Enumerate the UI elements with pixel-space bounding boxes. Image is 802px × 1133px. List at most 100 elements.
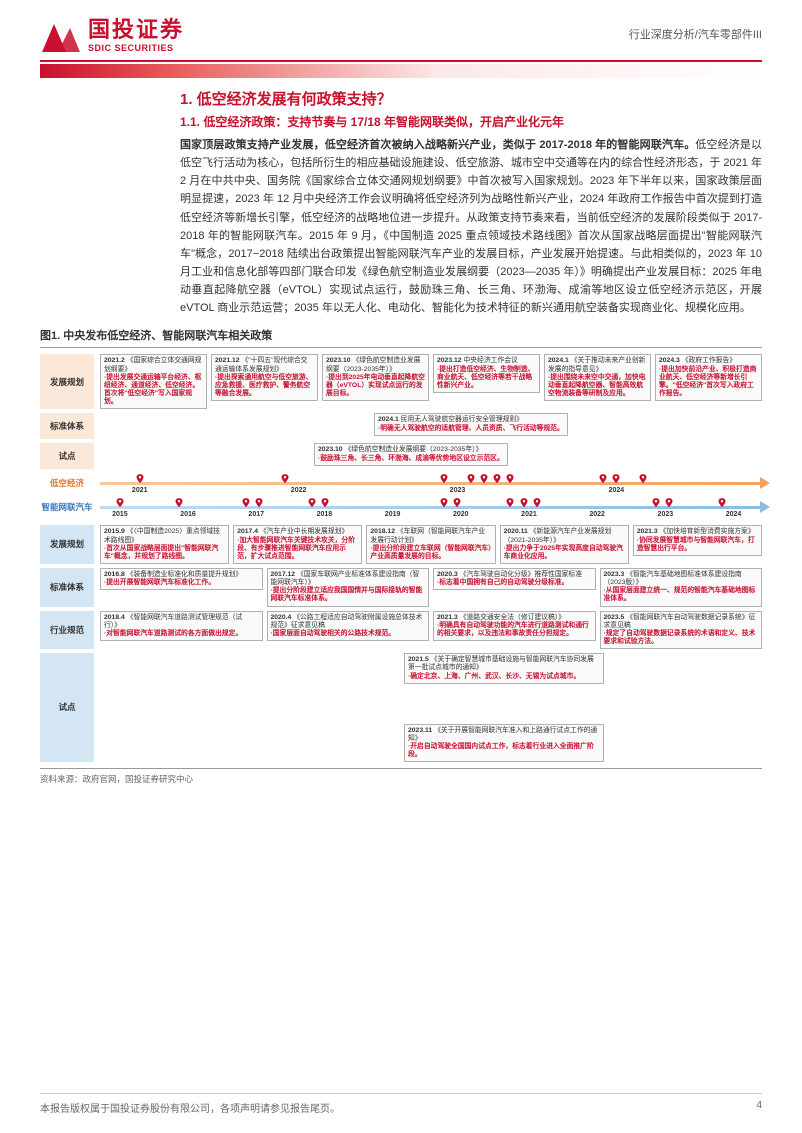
policy-title: 民用无人驾驶航空器运行安全管理规则》 [401,416,523,423]
timeline-pin-icon [494,474,501,484]
policy-date: 2021.3 [437,614,458,621]
timeline-pin-icon [480,474,487,484]
row-icv-fazhan: 发展规划 2015.9 《〈中国制造2025〉重点领域技术路线图》·首次从国家战… [40,525,762,564]
policy-box: 2023.10 《绿色航空制造业发展纲要（2023-2035年）》·提出到202… [322,354,429,401]
timeline-pin-icon [653,498,660,508]
policy-title: 《汽车产业中长期发展规划》 [260,528,348,535]
policy-box: 2024.3 《政府工作报告》·提出加快前沿产业、积极打造商业航天、低空经济等新… [655,354,762,401]
timeline-track-orange: 2021202220232024 [100,473,762,493]
policy-date: 2023.11 [408,727,432,734]
policy-box: 2023.5 《智能网联汽车自动驾驶数据记录系统》征求意见稿·规定了自动驾驶数据… [600,611,763,650]
policy-box: 2024.1 民用无人驾驶航空器运行安全管理规则》 ·明确无人驾驶航空的适航管理、… [374,413,568,435]
timeline-label-icv: 智能网联汽车 [40,502,94,513]
policy-highlight: ·加大智能网联汽车关键技术攻关，分阶段、有步骤推进智能网联汽车应用示范，扩大试点… [237,537,355,560]
figure-area: 发展规划 2021.2 《国家综合立体交通网规划纲要》·提出发展交通运输平台经济… [40,347,762,762]
content-area: 1. 低空经济发展有何政策支持？ 1.1. 低空经济政策：支持节奏与 17/18… [0,88,802,317]
policy-highlight: ·提出分阶段建立适应我国国情并与国际接轨的智能网联汽车标准体系。 [271,587,423,602]
policy-box: 2017.4 《汽车产业中长期发展规划》·加大智能网联汽车关键技术攻关，分阶段、… [233,525,362,564]
policy-box: 2021.12 《"十四五"现代综合交通运输体系发展规划》·提出探索通用航空与低… [211,354,318,401]
policy-highlight: ·提出探索通用航空与低空旅游、应急救援、医疗救护、警务航空等融合发展。 [215,374,312,397]
policy-date: 2021.5 [408,656,429,663]
policy-title: 《关于开展智能网联汽车准入和上路通行试点工作的通知》 [408,727,597,742]
policy-box: 2023.12 中央经济工作会议·提出打造低空经济、生物制造、商业航天、低空经济… [433,354,540,393]
timeline-pin-icon [242,498,249,508]
boxes-lowalt-shidian: 2023.10 《绿色航空制造业发展纲要（2023-2035年）》·鼓励珠三角、… [94,443,762,469]
policy-title: 《汽车驾驶自动化分级》推荐性国家标准 [460,571,582,578]
row-icv-biaozhun: 标准体系 2016.8 《装备制造业标准化和质量提升规划》·提出开展智能网联汽车… [40,568,762,607]
timeline-pin-icon [507,474,514,484]
timeline-pin-icon [666,498,673,508]
timeline-icv: 智能网联汽车 201520162017201820192020202120222… [40,497,762,517]
logo-text: 国投证券 SDIC SECURITIES [88,19,184,53]
timeline-pin-icon [441,498,448,508]
policy-box: 2017.12 《国家车联网产业标准体系建设指南（智能网联汽车）》·提出分阶段建… [267,568,430,607]
logo-cn: 国投证券 [88,19,184,41]
policy-date: 2024.3 [659,357,680,364]
policy-date: 2020.3 [437,571,458,578]
timeline-year: 2017 [248,511,264,520]
boxes-icv-biaozhun: 2016.8 《装备制造业标准化和质量提升规划》·提出开展智能网联汽车标准化工作… [94,568,762,607]
policy-highlight: ·协同发展智慧城市与智能网联汽车，打造智慧出行平台。 [637,537,755,552]
timeline-year: 2024 [726,511,742,520]
timeline-label-lowalt: 低空经济 [40,478,94,489]
timeline-year: 2020 [453,511,469,520]
policy-box: 2021.3 《加快培育新型消费实施方案》·协同发展智慧城市与智能网联汽车，打造… [633,525,762,555]
logo-en: SDIC SECURITIES [88,43,184,53]
logo-mark-icon [40,18,82,54]
timeline-year: 2022 [291,487,307,496]
timeline-pin-icon [507,498,514,508]
policy-highlight: ·开启自动驾驶全国国内试点工作，标志着行业进入全面推广阶段。 [408,743,594,758]
policy-date: 2017.12 [271,571,296,578]
header-category: 行业深度分析/汽车零部件III [629,18,762,42]
policy-highlight: ·确定北京、上海、广州、武汉、长沙、无锡为试点城市。 [408,673,580,680]
timeline-arrow-orange [100,482,762,485]
policy-date: 2020.11 [504,528,528,535]
label-fazhan-guihua: 发展规划 [40,354,94,409]
policy-date: 2024.1 [378,416,399,423]
policy-date: 2023.5 [604,614,625,621]
timeline-year: 2023 [450,487,466,496]
policy-highlight: ·提出打造低空经济、生物制造、商业航天、低空经济等若干战略性新兴产业。 [437,366,534,389]
policy-date: 2021.12 [215,357,240,364]
policy-title: 《装备制造业标准化和质量提升规划》 [127,571,243,578]
body-paragraph: 国家顶层政策支持产业发展，低空经济首次被纳入战略新兴产业，类似于 2017-20… [180,136,762,317]
policy-highlight: ·国家层面自动驾驶相关的公路技术规范。 [271,630,396,637]
boxes-icv-fazhan: 2015.9 《〈中国制造2025〉重点领域技术路线图》·首次从国家战略层面提出… [94,525,762,564]
timeline-pin-icon [533,498,540,508]
label-shidian-2: 试点 [40,653,94,762]
policy-highlight: ·提出围绕未来空中交通，加快电动垂直起降航空器、智能高效航空物流装备等研制及应用… [548,374,645,397]
timeline-pin-icon [467,474,474,484]
boxes-icv-shidian: 2021.5 《关于确定智慧城市基础设施与智能网联汽车协同发展第一批试点城市的通… [94,653,762,762]
policy-date: 2021.3 [637,528,658,535]
policy-date: 2023.10 [318,446,343,453]
policy-box: 2020.4 《公路工程适应自动驾驶附属设施总体技术规范》征求意见稿·国家层面自… [267,611,430,641]
policy-box: 2024.1 《关于推动未来产业创新发展的指导意见》·提出围绕未来空中交通，加快… [544,354,651,401]
footer-disclaimer: 本报告版权属于国投证券股份有限公司，各项声明请参见报告尾页。 [40,1100,340,1115]
label-biaozhun-tixi-2: 标准体系 [40,568,94,607]
policy-title: 《关于确定智慧城市基础设施与智能网联汽车协同发展第一批试点城市的通知》 [408,656,594,671]
policy-highlight: ·提出到2025年电动垂直起降航空器（eVTOL）实现试点运行的发展目标。 [326,374,425,397]
policy-box: 2020.11 《新能源汽车产业发展规划（2021-2035年）》·提出力争于2… [500,525,629,564]
timeline-pin-icon [136,474,143,484]
policy-highlight: ·首次从国家战略层面提出"智能网联汽车"概念，并规划了路线图。 [104,545,218,560]
figure-title: 图1. 中央发布低空经济、智能网联汽车相关政策 [40,327,762,343]
policy-box: 2021.5 《关于确定智慧城市基础设施与智能网联汽车协同发展第一批试点城市的通… [404,653,604,683]
timeline-year: 2022 [589,511,605,520]
policy-date: 2024.1 [548,357,569,364]
heading-1: 1. 低空经济发展有何政策支持？ [180,88,762,109]
policy-title: 《智能汽车基础地图标准体系建设指南（2023版）》 [604,571,742,586]
policy-box: 2018.12 《车联网（智能网联汽车产业发展行动计划》·提出分阶段建立车联网（… [366,525,495,564]
timeline-year: 2018 [317,511,333,520]
policy-highlight: ·提出力争于2025年实现高度自动驾驶汽车商业化应用。 [504,545,623,560]
para-bold-lead: 国家顶层政策支持产业发展，低空经济首次被纳入战略新兴产业，类似于 2017-20… [180,139,695,151]
row-lowalt-fazhan: 发展规划 2021.2 《国家综合立体交通网规划纲要》·提出发展交通运输平台经济… [40,354,762,409]
policy-highlight: ·对智能网联汽车道路测试的各方面做出规定。 [104,630,242,637]
timeline-year: 2015 [112,511,128,520]
row-icv-guifan: 行业规范 2018.4 《智能网联汽车道路测试管理规范（试行）》·对智能网联汽车… [40,611,762,650]
para-body: 低空经济是以低空飞行活动为核心，包括所衍生的相应基础设施建设、低空旅游、城市空中… [180,139,762,314]
policy-highlight: ·明确无人驾驶航空的适航管理、人员资质、飞行活动等规范。 [378,425,564,432]
timeline-pin-icon [282,474,289,484]
label-shidian-1: 试点 [40,443,94,469]
policy-highlight: ·提出开展智能网联汽车标准化工作。 [104,579,215,586]
policy-box: 2023.11 《关于开展智能网联汽车准入和上路通行试点工作的通知》·开启自动驾… [404,724,604,763]
